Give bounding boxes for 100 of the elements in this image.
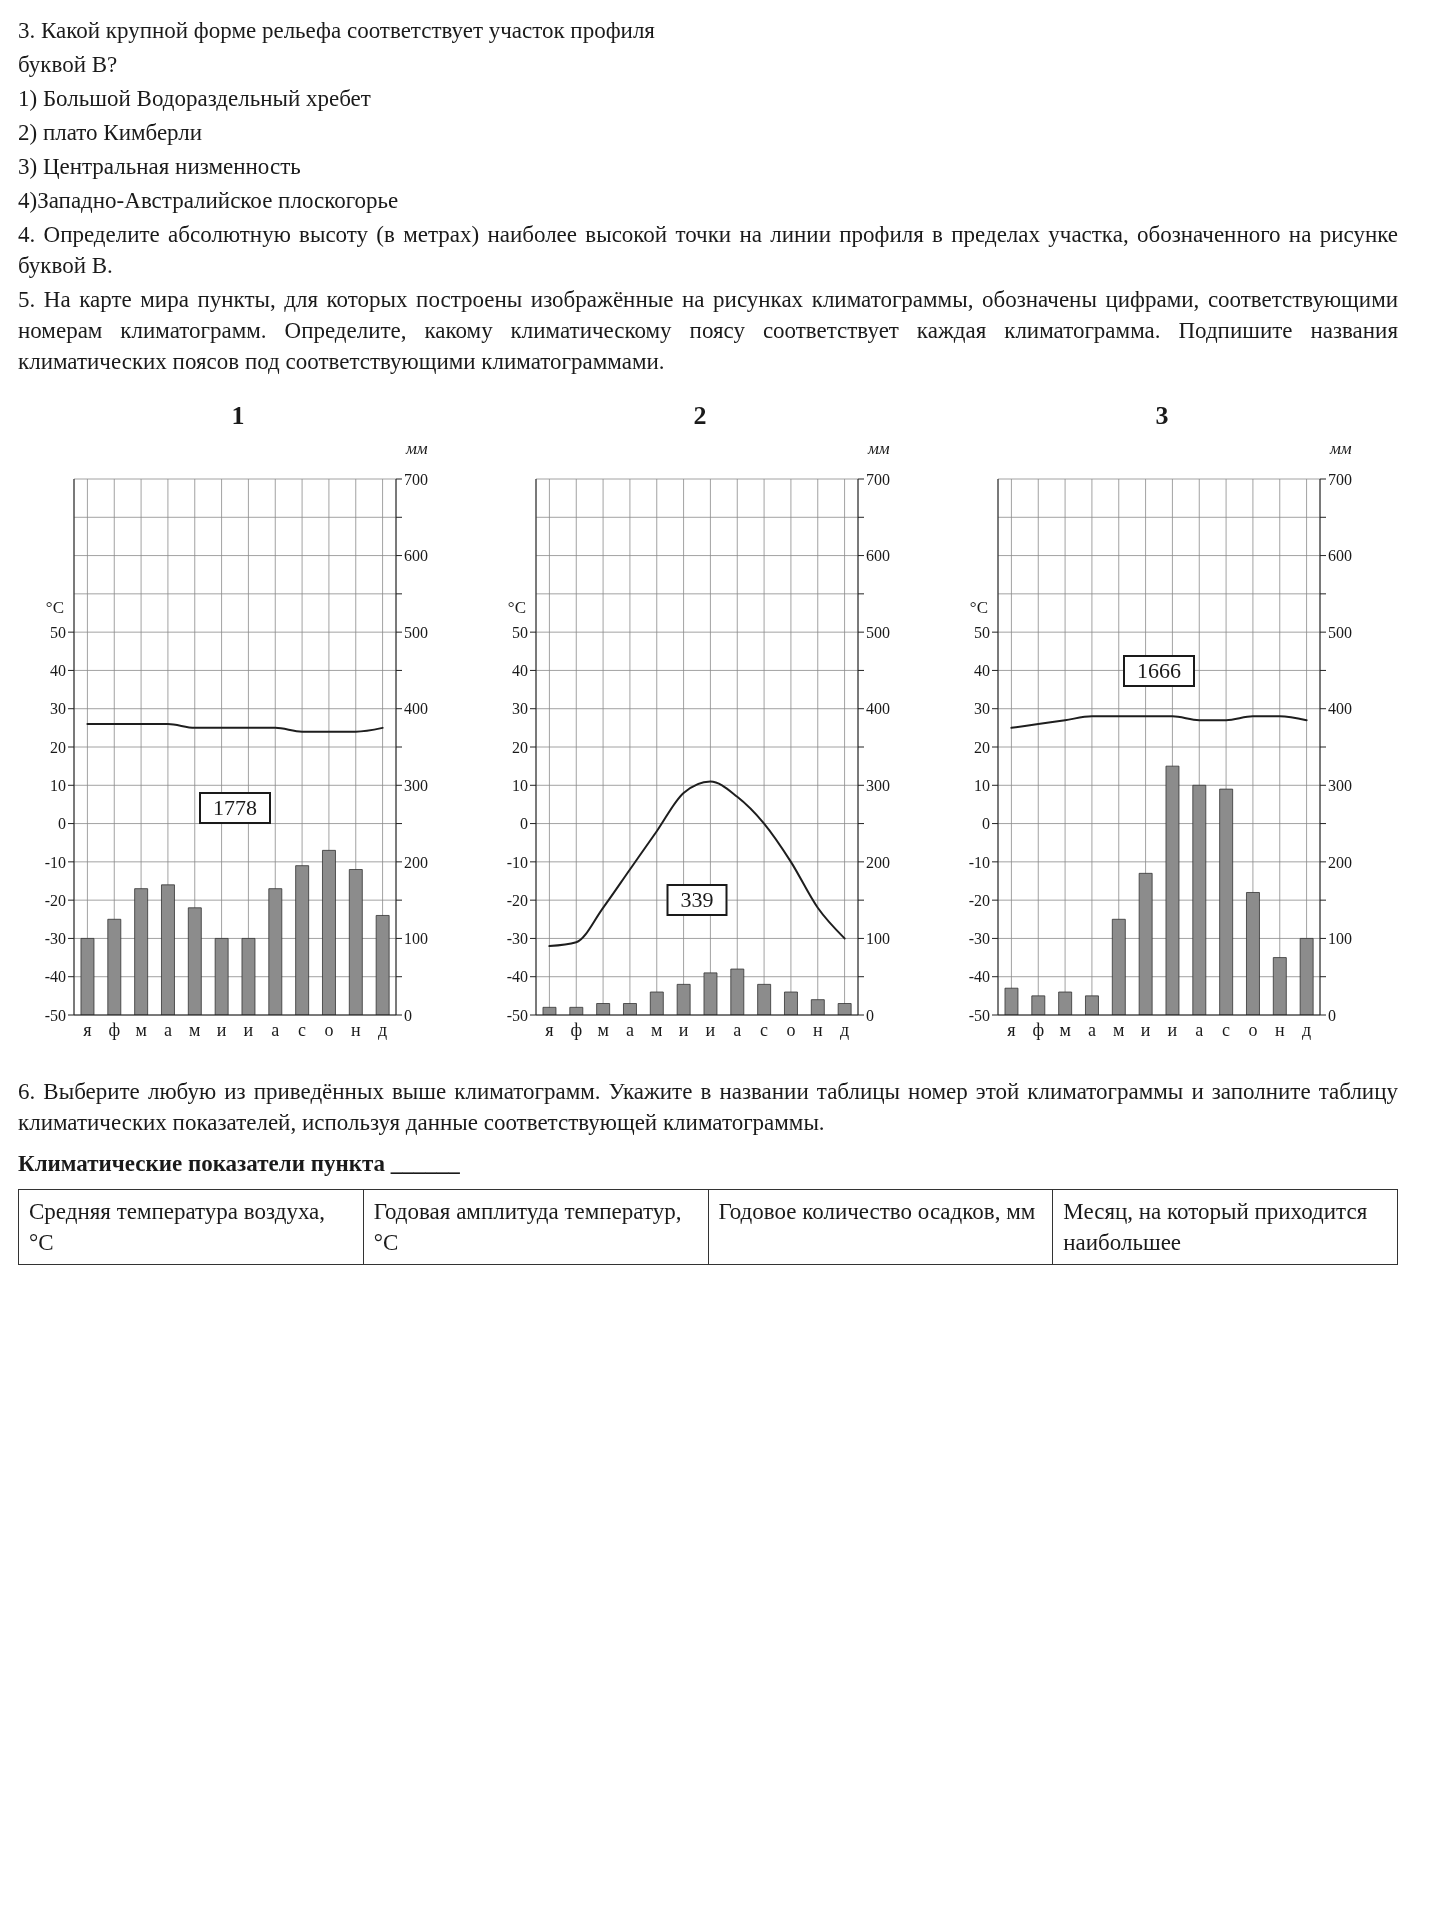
y-tick-label: -50 [506, 1006, 528, 1024]
y2-axis-title: мм [1330, 438, 1352, 458]
x-tick-label: а [271, 1019, 280, 1040]
x-tick-label: с [760, 1019, 769, 1040]
y2-tick-label: 500 [866, 623, 890, 641]
x-tick-label: о [1248, 1019, 1258, 1040]
x-tick-label: и [678, 1019, 689, 1040]
y2-tick-label: 700 [404, 470, 428, 488]
category-label: Годовая амплитуда температур, °C [373, 1198, 682, 1255]
x-tick-label: я [545, 1019, 554, 1040]
x-tick-label: ф [1032, 1019, 1045, 1040]
y2-tick-label: 0 [1328, 1006, 1336, 1024]
y-tick-label: -50 [44, 1006, 66, 1024]
line-series [1010, 714, 1308, 729]
y2-tick-label: 300 [866, 776, 890, 794]
y-tick-label: 50 [512, 623, 528, 641]
y2-tick-label: 0 [866, 1006, 874, 1024]
y-tick-label: -40 [968, 967, 990, 985]
y-tick-label: 20 [974, 738, 990, 756]
x-tick-label: н [1274, 1019, 1285, 1040]
y2-tick-label: 600 [1328, 546, 1352, 564]
x-tick-label: и [1167, 1019, 1178, 1040]
x-tick-label: а [1087, 1019, 1096, 1040]
chart-title: 3 [1155, 400, 1169, 430]
y-tick-label: -40 [44, 967, 66, 985]
y2-tick-label: 100 [1328, 929, 1352, 947]
line-series [548, 779, 846, 947]
x-tick-label: и [216, 1019, 227, 1040]
x-tick-label: м [135, 1019, 147, 1040]
y-tick-label: 10 [50, 776, 66, 794]
y2-tick-label: 400 [404, 699, 428, 717]
x-tick-label: д [378, 1019, 388, 1040]
y-tick-label: 30 [50, 699, 66, 717]
y-tick-label: -10 [968, 853, 990, 871]
y-tick-label: -10 [44, 853, 66, 871]
y2-axis-title: мм [406, 438, 428, 458]
y-tick-label: 20 [512, 738, 528, 756]
y-tick-label: 50 [50, 623, 66, 641]
y-tick-label: -10 [506, 853, 528, 871]
y-axis-title: °C [45, 597, 64, 617]
x-tick-label: и [1140, 1019, 1151, 1040]
y-tick-label: 20 [50, 738, 66, 756]
y-tick-label: -40 [506, 967, 528, 985]
x-tick-label: и [243, 1019, 254, 1040]
y-tick-label: -20 [506, 891, 528, 909]
x-tick-label: я [1007, 1019, 1016, 1040]
y-tick-label: 40 [50, 661, 66, 679]
x-tick-label: с [298, 1019, 307, 1040]
y-tick-label: 40 [512, 661, 528, 679]
y2-tick-label: 200 [404, 853, 428, 871]
x-tick-label: н [812, 1019, 823, 1040]
y-tick-label: -20 [44, 891, 66, 909]
y2-tick-label: 200 [1328, 853, 1352, 871]
category-label: Средняя температура воздуха, °C [29, 1198, 326, 1255]
y2-tick-label: 300 [1328, 776, 1352, 794]
text: 2) плато Кимберли [18, 120, 203, 146]
annotation: 1778 [213, 794, 257, 820]
x-tick-label: н [350, 1019, 361, 1040]
y-tick-label: -30 [44, 929, 66, 947]
y2-tick-label: 400 [1328, 699, 1352, 717]
annotation: 1666 [1137, 657, 1181, 683]
category-label: Месяц, на который приходится наибольшее [1063, 1198, 1368, 1255]
y2-tick-label: 100 [866, 929, 890, 947]
x-tick-label: а [733, 1019, 742, 1040]
x-tick-label: а [1195, 1019, 1204, 1040]
x-tick-label: а [163, 1019, 172, 1040]
y2-tick-label: 700 [866, 470, 890, 488]
x-tick-label: м [1059, 1019, 1071, 1040]
x-tick-label: ф [108, 1019, 121, 1040]
y-tick-label: 10 [512, 776, 528, 794]
y-tick-label: -20 [968, 891, 990, 909]
x-tick-label: и [705, 1019, 716, 1040]
text: 3) Центральная низменность [18, 154, 301, 180]
text: Климатические показатели пункта ______ [18, 1150, 460, 1176]
y-tick-label: 0 [58, 814, 66, 832]
text: буквой В? [18, 52, 118, 78]
x-tick-label: о [324, 1019, 334, 1040]
y2-tick-label: 100 [404, 929, 428, 947]
chart-title: 1 [231, 400, 245, 430]
x-tick-label: д [1302, 1019, 1312, 1040]
y-axis-title: °C [969, 597, 988, 617]
x-tick-label: о [786, 1019, 796, 1040]
y2-tick-label: 400 [866, 699, 890, 717]
y-tick-label: -30 [968, 929, 990, 947]
text: 4. Определите абсолютную высоту (в метрах) наиболее высокой точки на линии профиля в пределах участка, обозначенного на рисунке буквой В. [18, 222, 1398, 279]
category-label: Годовое количество осадков, мм [718, 1198, 1036, 1224]
x-tick-label: м [651, 1019, 663, 1040]
y-tick-label: 30 [512, 699, 528, 717]
text: 3. Какой крупной форме рельефа соответствует участок профиля [18, 18, 655, 43]
y2-tick-label: 200 [866, 853, 890, 871]
y2-tick-label: 300 [404, 776, 428, 794]
x-tick-label: с [1222, 1019, 1231, 1040]
y-tick-label: 30 [974, 699, 990, 717]
y-tick-label: 40 [974, 661, 990, 679]
y2-tick-label: 600 [866, 546, 890, 564]
x-tick-label: ф [570, 1019, 583, 1040]
y2-tick-label: 500 [404, 623, 428, 641]
text: 4)Западно-Австралийское плоскогорье [18, 188, 399, 214]
x-tick-label: а [625, 1019, 634, 1040]
x-tick-label: м [1113, 1019, 1125, 1040]
